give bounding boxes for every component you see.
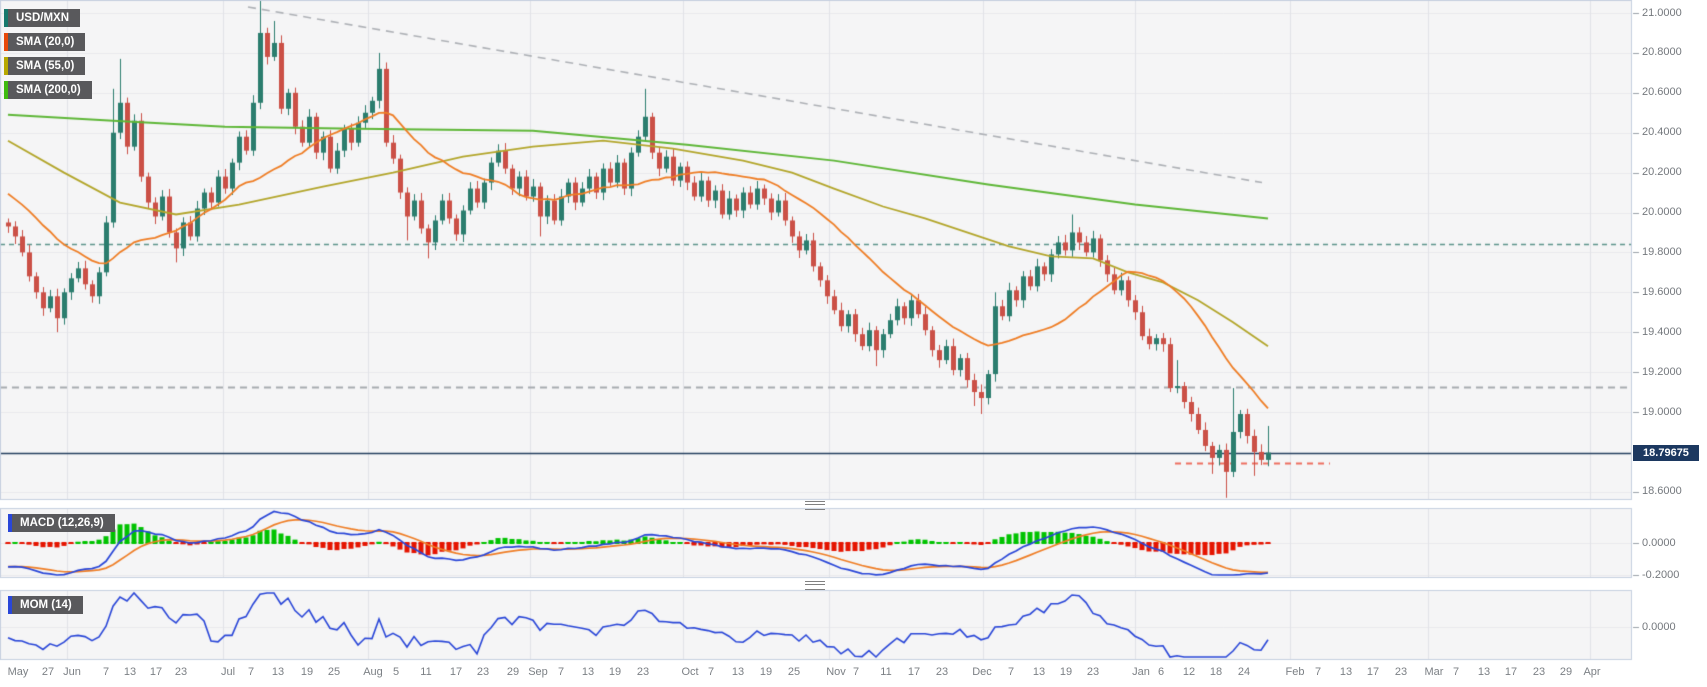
panel-resize-grip-mom[interactable] (805, 581, 825, 590)
panel-resize-grip-macd[interactable] (805, 501, 825, 510)
